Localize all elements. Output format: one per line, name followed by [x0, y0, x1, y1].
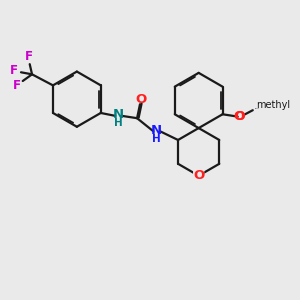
Text: N: N — [151, 124, 162, 137]
Text: methyl: methyl — [255, 108, 260, 110]
Text: O: O — [234, 110, 245, 122]
Text: O: O — [136, 93, 147, 106]
Text: F: F — [10, 64, 18, 77]
Text: F: F — [25, 50, 33, 63]
Text: N: N — [112, 108, 124, 121]
Text: O: O — [193, 169, 204, 182]
Text: methyl: methyl — [256, 100, 290, 110]
Text: H: H — [114, 118, 123, 128]
Text: F: F — [13, 80, 21, 92]
Text: H: H — [152, 134, 161, 143]
Text: O: O — [234, 110, 245, 122]
